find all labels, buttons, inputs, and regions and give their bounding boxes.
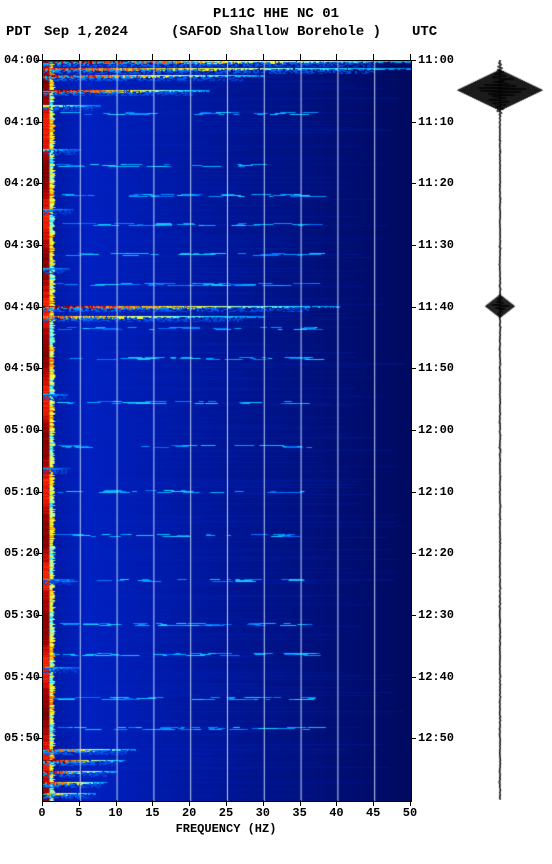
x-tick-label: 0 [32, 806, 52, 820]
x-tick-label: 40 [326, 806, 346, 820]
x-tick-top [189, 54, 190, 60]
y-label-right: 12:30 [418, 608, 454, 622]
y-label-right: 11:10 [418, 115, 454, 129]
y-tick-right [410, 738, 416, 739]
y-label-right: 12:00 [418, 423, 454, 437]
y-tick-right [410, 553, 416, 554]
x-tick-label: 10 [106, 806, 126, 820]
x-tick-label: 25 [216, 806, 236, 820]
x-axis-label: FREQUENCY (HZ) [42, 822, 410, 836]
x-tick-top [300, 54, 301, 60]
y-tick-right [410, 677, 416, 678]
y-label-left: 05:10 [2, 485, 40, 499]
y-label-left: 04:30 [2, 238, 40, 252]
seismic-trace [455, 60, 545, 800]
y-tick-right [410, 430, 416, 431]
x-tick-label: 15 [142, 806, 162, 820]
y-label-right: 11:30 [418, 238, 454, 252]
y-label-left: 04:10 [2, 115, 40, 129]
y-label-right: 12:40 [418, 670, 454, 684]
y-tick-right [410, 183, 416, 184]
x-tick-label: 50 [400, 806, 420, 820]
title: PL11C HHE NC 01 [0, 6, 552, 22]
x-tick-top [152, 54, 153, 60]
y-label-left: 05:30 [2, 608, 40, 622]
spectrogram-plot [42, 60, 412, 802]
x-tick-label: 30 [253, 806, 273, 820]
y-label-left: 04:00 [2, 53, 40, 67]
y-label-left: 04:40 [2, 300, 40, 314]
page: { "header": { "title": "PL11C HHE NC 01"… [0, 0, 552, 864]
y-label-left: 05:00 [2, 423, 40, 437]
subtitle: (SAFOD Shallow Borehole ) [0, 24, 552, 40]
y-tick-right [410, 307, 416, 308]
x-tick-label: 45 [363, 806, 383, 820]
y-label-right: 11:40 [418, 300, 454, 314]
tz-right: UTC [412, 24, 437, 40]
y-label-right: 11:00 [418, 53, 454, 67]
y-tick-right [410, 245, 416, 246]
y-label-left: 04:50 [2, 361, 40, 375]
x-tick-label: 5 [69, 806, 89, 820]
x-tick-top [263, 54, 264, 60]
x-tick-top [42, 54, 43, 60]
y-tick-right [410, 60, 416, 61]
x-tick-top [336, 54, 337, 60]
y-label-left: 05:40 [2, 670, 40, 684]
spectrogram-canvas [43, 61, 411, 801]
y-label-right: 12:20 [418, 546, 454, 560]
y-label-right: 11:50 [418, 361, 454, 375]
x-tick-top [116, 54, 117, 60]
x-tick-label: 20 [179, 806, 199, 820]
y-label-left: 05:50 [2, 731, 40, 745]
y-label-left: 05:20 [2, 546, 40, 560]
y-label-left: 04:20 [2, 176, 40, 190]
y-label-right: 12:50 [418, 731, 454, 745]
x-tick-top [79, 54, 80, 60]
x-tick-top [373, 54, 374, 60]
y-tick-right [410, 615, 416, 616]
x-tick-top [226, 54, 227, 60]
y-tick-right [410, 492, 416, 493]
y-tick-right [410, 368, 416, 369]
x-tick-label: 35 [290, 806, 310, 820]
y-label-right: 11:20 [418, 176, 454, 190]
y-tick-right [410, 122, 416, 123]
y-label-right: 12:10 [418, 485, 454, 499]
